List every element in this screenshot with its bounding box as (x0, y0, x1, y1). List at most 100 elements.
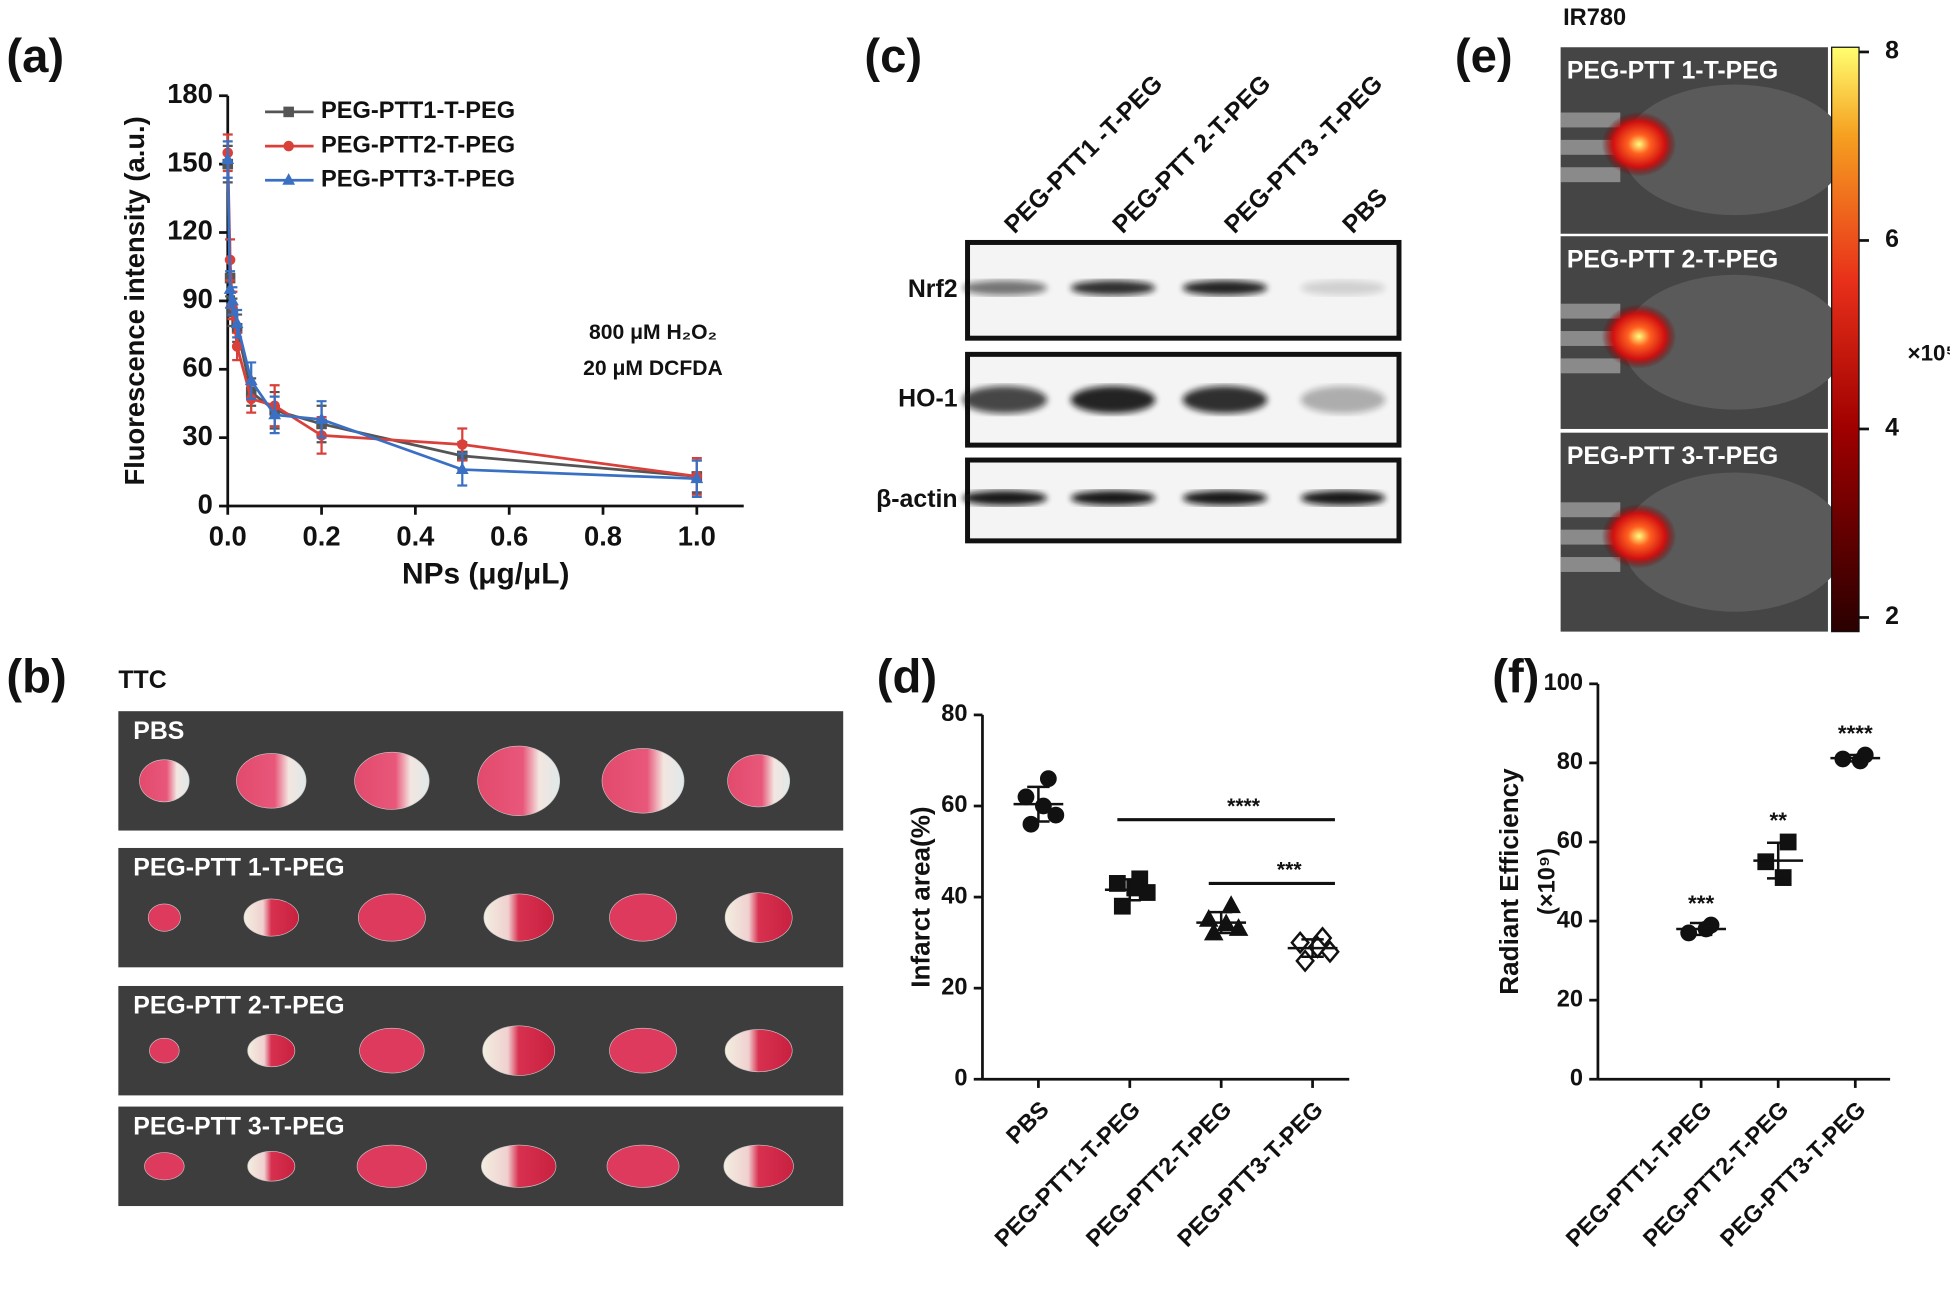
brain-slice (609, 1027, 677, 1074)
row-label: PEG-PTT 3-T-PEG (133, 1112, 344, 1140)
y-tick-label: 60 (1557, 828, 1583, 854)
significance-label: *** (1688, 891, 1714, 916)
legend-label: PEG-PTT2-T-PEG (321, 132, 515, 158)
brain-slice (356, 1144, 427, 1188)
y-axis-label: Fluorescence intensity (a.u.) (119, 116, 150, 485)
x-tick-label: 0.6 (490, 521, 528, 552)
brain-slice (359, 1027, 425, 1074)
marker (244, 373, 258, 386)
marker (315, 412, 328, 424)
slice-tray (118, 847, 844, 968)
marker (226, 293, 239, 306)
y-tick-label: 60 (941, 792, 967, 818)
marker (457, 439, 468, 450)
brain-slice (483, 893, 554, 942)
marker (1022, 815, 1040, 833)
marker (1047, 806, 1065, 824)
blot-band (1300, 386, 1386, 414)
marker (1034, 797, 1052, 815)
protein-label: HO-1 (898, 384, 958, 412)
brain-slice (149, 1037, 180, 1064)
significance-label: ** (1769, 808, 1787, 833)
row-label: PEG-PTT 1-T-PEG (1567, 57, 1778, 85)
panel-label: (b) (6, 651, 66, 704)
error-bar (1767, 841, 1790, 880)
brain-slice (247, 1151, 296, 1182)
x-tick-label: 1.0 (678, 521, 716, 552)
colorbar-tick-label: 4 (1885, 414, 1899, 442)
blot-band (962, 490, 1048, 506)
mouse-body (1622, 274, 1847, 410)
row-label: PEG-PTT 3-T-PEG (1567, 442, 1778, 470)
panel-label: (d) (877, 651, 937, 704)
blot-band (962, 280, 1048, 296)
x-tick-label: 0.8 (584, 521, 622, 552)
colorbar-tick-label: 2 (1885, 602, 1899, 630)
brain-slice (482, 1025, 556, 1076)
signal (1601, 111, 1677, 177)
annotation: 20 μM DCFDA (583, 357, 723, 380)
panel-label: (f) (1492, 651, 1539, 704)
colorbar-tick-label: 8 (1885, 37, 1899, 65)
brain-slice (724, 1029, 793, 1073)
legend-marker (282, 173, 296, 185)
brain-slice (147, 903, 181, 932)
significance-label: **** (1227, 795, 1261, 818)
marker (231, 341, 243, 352)
brain-slice (144, 1152, 185, 1181)
error-bar (1844, 753, 1867, 763)
row-label: PBS (133, 717, 184, 745)
brain-slice (724, 892, 793, 943)
blot-band (1182, 490, 1268, 506)
y-tick-label: 100 (1544, 670, 1583, 696)
marker (455, 462, 469, 474)
y-tick-label: 40 (1557, 907, 1583, 933)
y-tick-label: 120 (167, 215, 213, 246)
y-tick-label: 60 (182, 351, 212, 382)
y-tick-label: 0 (198, 488, 213, 519)
mouse-body (1622, 84, 1847, 216)
panel-label: (e) (1455, 30, 1513, 83)
brain-slice (236, 753, 307, 809)
x-tick-label: PEG-PTT2-T-PEG (1639, 1097, 1795, 1253)
signal (1601, 503, 1677, 569)
marker (1138, 884, 1156, 901)
holder (1560, 112, 1621, 128)
panel-title: IR780 (1563, 5, 1626, 31)
brain-slice (727, 754, 791, 808)
y-tick-label: 150 (167, 146, 213, 177)
x-axis-label: NPs (μg/μL) (402, 558, 569, 591)
y-tick-label: 0 (954, 1065, 967, 1091)
panel-label: (c) (864, 30, 922, 83)
signal (1601, 304, 1677, 369)
x-tick-label: 0.4 (396, 521, 435, 552)
row-label: PEG-PTT 2-T-PEG (133, 992, 344, 1020)
brain-slice (609, 893, 677, 942)
protein-label: Nrf2 (908, 275, 958, 303)
blot-band (1182, 386, 1268, 414)
marker (1113, 897, 1131, 915)
colorbar-unit: ×10⁵ (1908, 340, 1950, 365)
x-tick-label: 0.0 (209, 521, 247, 552)
x-tick-label: PEG-PTT1-T-PEG (1562, 1097, 1718, 1253)
protein-label: β-actin (876, 485, 957, 513)
marker (1680, 924, 1698, 942)
marker (1295, 949, 1315, 973)
annotation: 800 μM H₂O₂ (589, 321, 717, 344)
panel-label: (a) (6, 30, 64, 83)
marker (230, 316, 244, 329)
blot-band (1182, 280, 1268, 296)
holder (1560, 557, 1621, 572)
legend-marker (283, 106, 294, 118)
blot-band (1070, 386, 1156, 414)
slice-tray (118, 1106, 844, 1207)
error-bar (1689, 921, 1713, 937)
y-axis-label: Radiant Efficiency (1494, 768, 1524, 995)
y-tick-label: 0 (1570, 1065, 1583, 1091)
brain-slice (247, 1034, 296, 1068)
marker (1017, 788, 1035, 806)
marker (221, 152, 235, 164)
marker (1228, 918, 1249, 936)
brain-slice (354, 751, 430, 810)
